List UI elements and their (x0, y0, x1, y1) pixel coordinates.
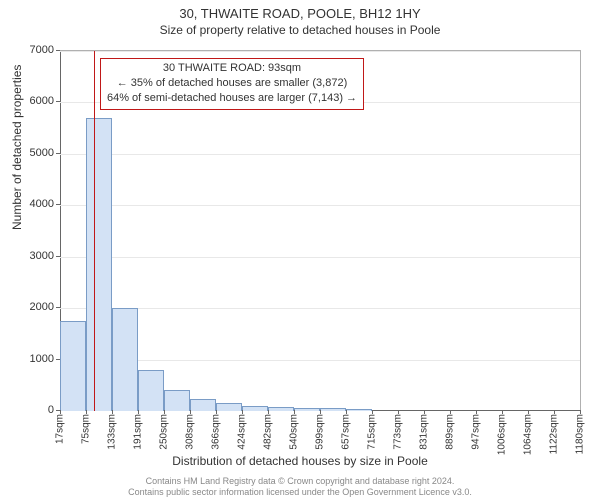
y-tick-mark (56, 101, 60, 102)
histogram-bar (320, 408, 346, 411)
x-axis-label: Distribution of detached houses by size … (0, 454, 600, 468)
x-tick-mark (86, 410, 87, 414)
property-callout: 30 THWAITE ROAD: 93sqm← 35% of detached … (100, 58, 364, 110)
x-tick-label: 133sqm (107, 414, 118, 450)
x-tick-mark (580, 410, 581, 414)
histogram-bar (346, 409, 372, 411)
x-tick-mark (216, 410, 217, 414)
x-tick-mark (528, 410, 529, 414)
chart-subtitle: Size of property relative to detached ho… (0, 23, 600, 37)
y-tick-label: 7000 (30, 44, 54, 56)
x-tick-mark (138, 410, 139, 414)
x-tick-label: 1006sqm (497, 414, 508, 455)
x-tick-mark (268, 410, 269, 414)
y-tick-label: 6000 (30, 95, 54, 107)
gridline (60, 257, 580, 258)
y-tick-mark (56, 256, 60, 257)
property-marker-line (94, 51, 95, 411)
x-tick-label: 715sqm (367, 414, 378, 450)
x-tick-label: 831sqm (419, 414, 430, 450)
histogram-bar (60, 321, 86, 411)
x-tick-mark (346, 410, 347, 414)
histogram-bar (138, 370, 164, 411)
histogram-bar (164, 390, 190, 411)
x-tick-mark (60, 410, 61, 414)
x-tick-label: 191sqm (133, 414, 144, 450)
y-tick-label: 5000 (30, 147, 54, 159)
y-tick-label: 0 (48, 404, 54, 416)
callout-line: 64% of semi-detached houses are larger (… (107, 91, 357, 106)
histogram-bar (112, 308, 138, 411)
histogram-bar (242, 406, 268, 411)
histogram-bar (190, 399, 216, 411)
histogram-bar (86, 118, 112, 411)
histogram-chart: 30, THWAITE ROAD, POOLE, BH12 1HY Size o… (0, 0, 600, 500)
x-tick-mark (112, 410, 113, 414)
x-tick-mark (476, 410, 477, 414)
x-tick-label: 599sqm (315, 414, 326, 450)
footer-line2: Contains public sector information licen… (0, 487, 600, 498)
y-tick-mark (56, 359, 60, 360)
y-tick-label: 3000 (30, 250, 54, 262)
y-tick-mark (56, 307, 60, 308)
x-tick-mark (190, 410, 191, 414)
x-tick-label: 540sqm (289, 414, 300, 450)
chart-title: 30, THWAITE ROAD, POOLE, BH12 1HY (0, 0, 600, 23)
x-tick-mark (450, 410, 451, 414)
x-tick-label: 657sqm (341, 414, 352, 450)
gridline (60, 51, 580, 52)
y-axis-label: Number of detached properties (10, 65, 24, 230)
y-tick-mark (56, 50, 60, 51)
x-tick-label: 773sqm (393, 414, 404, 450)
callout-line: ← 35% of detached houses are smaller (3,… (107, 76, 357, 91)
x-tick-label: 1180sqm (575, 414, 586, 454)
x-tick-label: 889sqm (445, 414, 456, 450)
x-tick-label: 947sqm (471, 414, 482, 450)
x-tick-label: 424sqm (237, 414, 248, 450)
x-tick-mark (164, 410, 165, 414)
x-tick-mark (398, 410, 399, 414)
histogram-bar (216, 403, 242, 411)
x-tick-label: 250sqm (159, 414, 170, 450)
x-tick-mark (554, 410, 555, 414)
x-tick-mark (502, 410, 503, 414)
footer-attribution: Contains HM Land Registry data © Crown c… (0, 476, 600, 499)
gridline (60, 360, 580, 361)
x-tick-mark (294, 410, 295, 414)
y-tick-mark (56, 153, 60, 154)
y-tick-label: 1000 (30, 353, 54, 365)
y-tick-mark (56, 204, 60, 205)
x-tick-mark (424, 410, 425, 414)
footer-line1: Contains HM Land Registry data © Crown c… (0, 476, 600, 487)
gridline (60, 205, 580, 206)
x-tick-label: 366sqm (211, 414, 222, 450)
histogram-bar (268, 407, 294, 411)
x-tick-label: 1122sqm (549, 414, 560, 454)
gridline (60, 308, 580, 309)
histogram-bar (294, 408, 320, 411)
x-tick-label: 1064sqm (523, 414, 534, 455)
x-tick-label: 17sqm (55, 414, 66, 444)
x-tick-mark (372, 410, 373, 414)
y-tick-label: 2000 (30, 301, 54, 313)
x-tick-mark (242, 410, 243, 414)
y-tick-label: 4000 (30, 198, 54, 210)
x-tick-label: 482sqm (263, 414, 274, 450)
gridline (60, 154, 580, 155)
callout-line: 30 THWAITE ROAD: 93sqm (107, 61, 357, 76)
x-tick-mark (320, 410, 321, 414)
x-tick-label: 308sqm (185, 414, 196, 450)
x-tick-label: 75sqm (81, 414, 92, 444)
